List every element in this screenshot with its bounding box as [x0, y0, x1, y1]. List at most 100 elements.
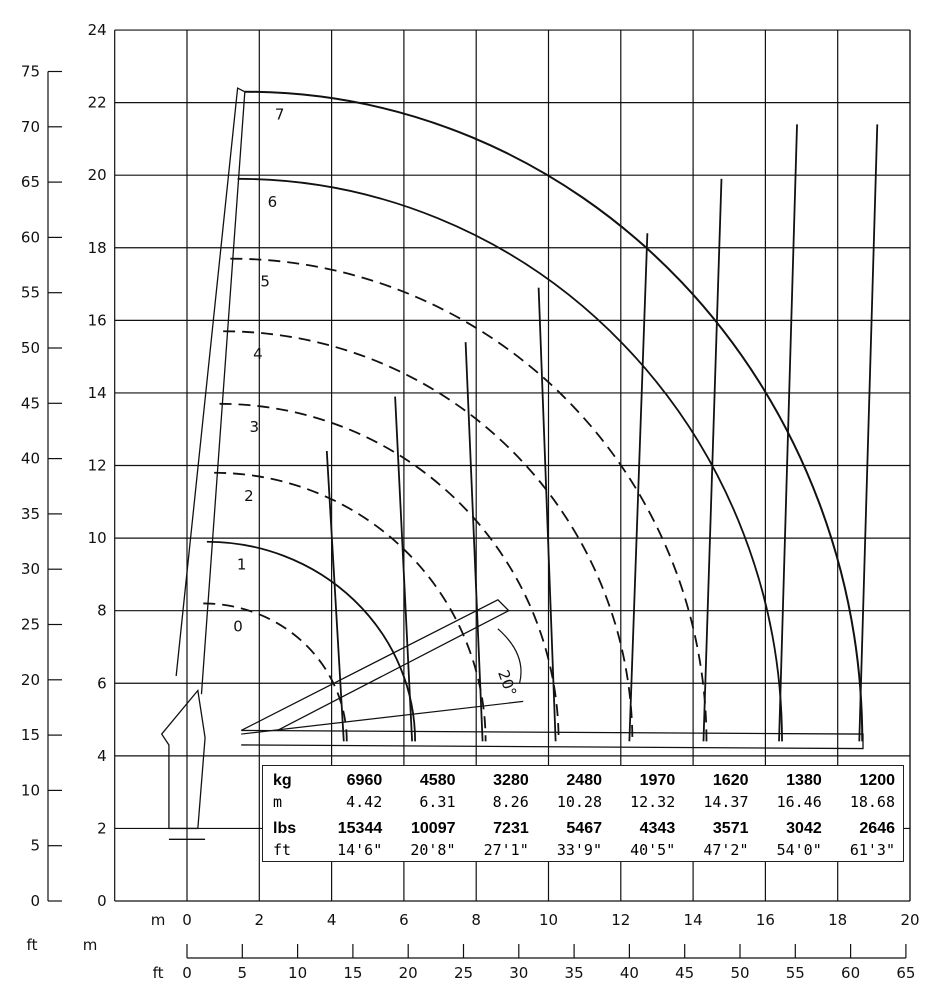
- extension-envelope-arc: [244, 90, 864, 742]
- x-tick-label-ft: 65: [896, 964, 915, 982]
- extension-label: 3: [250, 418, 260, 436]
- y-tick-label-ft: 75: [21, 63, 40, 81]
- y-tick-label-ft: 45: [21, 394, 40, 412]
- kg-value: 1970: [639, 772, 676, 789]
- y-tick-label-m: 24: [88, 21, 107, 39]
- corner-label-m: m: [83, 936, 98, 954]
- kg-value: 1620: [712, 772, 749, 789]
- lbs-value: 15344: [337, 820, 383, 837]
- y-tick-label-m: 14: [88, 384, 107, 402]
- extension-label: 2: [244, 487, 254, 505]
- y-tick-label-ft: 70: [21, 118, 40, 136]
- ft-value: 27'1": [483, 841, 529, 859]
- m-value: 12.32: [630, 793, 676, 811]
- y-tick-label-m: 4: [97, 747, 107, 765]
- y-tick-label-m: 10: [88, 529, 107, 547]
- x-axis-label-ft: ft: [153, 964, 164, 982]
- y-tick-label-m: 6: [97, 674, 107, 692]
- y-tick-label-m: 0: [97, 892, 107, 910]
- lbs-value: 2646: [859, 820, 895, 837]
- m-value: 16.46: [776, 793, 822, 811]
- ft-value: 40'5": [630, 841, 676, 859]
- extension-envelope-arc: [219, 402, 560, 742]
- y-tick-label-ft: 25: [21, 616, 40, 634]
- load-line: [858, 124, 879, 742]
- y-tick-label-ft: 15: [21, 726, 40, 744]
- x-tick-label-ft: 10: [288, 964, 307, 982]
- lbs-value: 10097: [411, 820, 456, 837]
- extension-label: 5: [260, 273, 270, 291]
- m-value: 8.26: [492, 793, 529, 811]
- extension-label: 0: [233, 617, 243, 635]
- y-tick-label-ft: 60: [21, 228, 40, 246]
- m-label: m: [273, 793, 283, 811]
- kg-value: 1200: [859, 772, 895, 789]
- load-line: [537, 287, 557, 742]
- kg-value: 1380: [786, 772, 822, 789]
- m-value: 4.42: [346, 793, 383, 811]
- m-row: m 4.42 6.31 8.26 10.28 12.32 14.37 16.46 18.68: [273, 793, 895, 811]
- y-tick-label-ft: 30: [21, 560, 40, 578]
- extension-envelope-arc: [230, 257, 708, 742]
- kg-row: kg 6960 4580 3280 2480 1970 1620 1380 1200: [273, 772, 895, 790]
- load-table: kg 6960 4580 3280 2480 1970 1620 1380 1200 m 4.…: [262, 765, 904, 862]
- angle-arc: [497, 628, 522, 684]
- x-tick-label-ft: 5: [238, 964, 248, 982]
- y-tick-label-m: 12: [88, 457, 107, 475]
- lbs-value: 5467: [566, 820, 602, 837]
- x-tick-label-m: 6: [399, 911, 409, 929]
- lbs-row: lbs 15344 10097 7231 5467 4343 3571 3042 2646: [273, 820, 895, 838]
- ft-value: 20'8": [410, 841, 456, 859]
- load-line: [702, 178, 723, 742]
- x-tick-label-ft: 30: [509, 964, 528, 982]
- x-tick-label-ft: 55: [786, 964, 805, 982]
- x-tick-label-m: 2: [255, 911, 265, 929]
- load-line: [325, 450, 345, 742]
- load-line: [394, 396, 414, 742]
- y-tick-label-m: 18: [88, 239, 107, 257]
- x-tick-label-ft: 20: [399, 964, 418, 982]
- x-tick-label-m: 4: [327, 911, 337, 929]
- y-tick-label-ft: 50: [21, 339, 40, 357]
- m-value: 6.31: [419, 793, 456, 811]
- y-tick-label-ft: 0: [30, 892, 40, 910]
- x-tick-label-m: 18: [828, 911, 847, 929]
- kg-value: 3280: [493, 772, 529, 789]
- ft-label: ft: [273, 841, 292, 859]
- y-tick-label-ft: 10: [21, 781, 40, 799]
- ft-value: 47'2": [703, 841, 749, 859]
- y-tick-label-ft: 35: [21, 505, 40, 523]
- lbs-value: 4343: [639, 820, 676, 837]
- extension-label: 7: [275, 106, 285, 124]
- extension-envelope-arc: [214, 471, 487, 742]
- ft-row: ft 14'6" 20'8" 27'1" 33'9" 40'5" 47'2" 54'0" 61…: [273, 841, 895, 859]
- x-tick-label-ft: 50: [730, 964, 749, 982]
- x-tick-label-ft: 15: [343, 964, 362, 982]
- extension-envelope-arc: [223, 330, 634, 742]
- x-tick-label-m: 10: [539, 911, 558, 929]
- ft-value: 33'9": [556, 841, 602, 859]
- x-tick-label-m: 12: [611, 911, 630, 929]
- x-tick-label-ft: 35: [565, 964, 584, 982]
- x-tick-label-ft: 60: [841, 964, 860, 982]
- x-tick-label-ft: 45: [675, 964, 694, 982]
- y-tick-label-m: 16: [88, 311, 107, 329]
- lbs-value: 3571: [712, 820, 749, 837]
- kg-label: kg: [273, 772, 292, 789]
- y-tick-label-ft: 20: [21, 671, 40, 689]
- lbs-label: lbs: [273, 820, 297, 837]
- y-tick-label-ft: 5: [30, 837, 40, 855]
- kg-value: 2480: [566, 772, 602, 789]
- kg-value: 6960: [346, 772, 383, 789]
- extension-envelope-arc: [203, 602, 348, 742]
- y-tick-label-ft: 55: [21, 284, 40, 302]
- boom-vertical: [175, 87, 246, 695]
- x-axis-label-m: m: [151, 911, 166, 929]
- m-value: 10.28: [556, 793, 602, 811]
- load-line: [464, 342, 484, 742]
- m-value: 18.68: [849, 793, 895, 811]
- kg-value: 4580: [419, 772, 456, 789]
- y-tick-label-m: 22: [88, 94, 107, 112]
- x-tick-label-ft: 40: [620, 964, 639, 982]
